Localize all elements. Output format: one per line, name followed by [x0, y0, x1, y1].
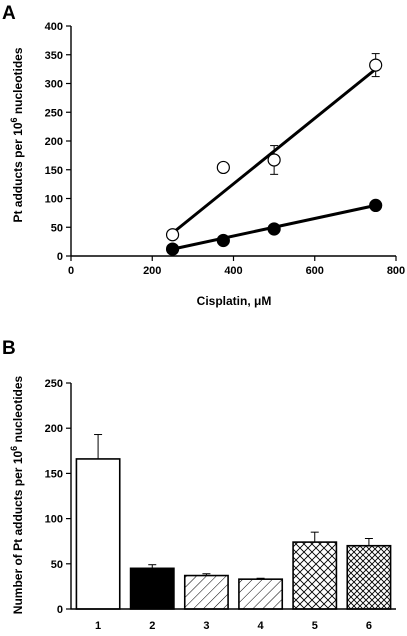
chart-b-bar — [75, 458, 121, 610]
chart-a-point-filled — [369, 198, 383, 212]
chart-a-y-tick-label: 0 — [57, 251, 63, 263]
chart-a-y-tick-label: 400 — [45, 21, 63, 33]
chart-b-y-axis-label: Number of Pt adducts per 106 nucleotides — [9, 375, 25, 614]
chart-a-point-open — [165, 228, 180, 242]
chart-a-point-filled — [216, 233, 230, 248]
panel-label-a: A — [2, 3, 16, 24]
chart-a-y-axis-label: Pt adducts per 106 nucleotides — [9, 47, 25, 222]
chart-a-x-tick-label: 0 — [68, 265, 74, 277]
chart-b-x-tick-label: 6 — [366, 620, 372, 632]
chart-b-y-tick-label: 250 — [45, 378, 63, 390]
chart-a-x-tick-label: 600 — [306, 265, 324, 277]
chart-b-x-tick-label: 4 — [258, 620, 265, 632]
chart-a-x-axis-label: Cisplatin, μM — [197, 294, 272, 308]
chart-a-y-tick-label: 50 — [51, 222, 63, 234]
chart-a-x-tick-label: 800 — [387, 265, 405, 277]
chart-a-point-filled — [267, 222, 281, 236]
chart-a: 0 50 100 150 200 250 300 350 400 0 200 400 600 800 — [45, 21, 406, 277]
chart-b-y-tick-label: 0 — [57, 604, 63, 616]
chart-b-x-tick-label: 5 — [312, 620, 318, 632]
chart-b-x-tick-label: 3 — [203, 620, 209, 632]
chart-a-y-tick-label: 200 — [45, 136, 63, 148]
panel-label-b: B — [2, 338, 16, 359]
chart-a-y-tick-label: 250 — [45, 107, 63, 119]
chart-b-y-tick-label: 50 — [51, 559, 63, 571]
chart-b-bar — [346, 544, 392, 610]
chart-b-bar — [238, 578, 284, 610]
chart-a-point-open — [267, 153, 281, 167]
chart-a-point-open — [369, 58, 383, 72]
chart-b-bar — [183, 574, 229, 610]
chart-a-y-tick-label: 300 — [45, 79, 63, 91]
chart-a-y-tick-label: 150 — [45, 165, 63, 177]
chart-b-x-tick-label: 1 — [95, 620, 101, 632]
chart-b-y-tick-label: 200 — [45, 423, 63, 435]
chart-b-y-tick-label: 100 — [45, 514, 63, 526]
chart-b-bar — [129, 567, 175, 610]
chart-b-y-tick-label: 150 — [45, 468, 63, 480]
chart-a-x-tick-label: 200 — [143, 265, 161, 277]
chart-a-x-tick-label: 400 — [224, 265, 242, 277]
chart-b-bar — [292, 541, 338, 610]
chart-a-y-tick-label: 350 — [45, 50, 63, 62]
chart-b-x-tick-label: 2 — [149, 620, 155, 632]
chart-a-point-filled — [165, 242, 180, 256]
chart-b: 0 50 100 150 200 250 1 2 3 4 5 6 — [45, 378, 396, 632]
chart-a-point-open — [216, 160, 230, 175]
chart-a-y-tick-label: 100 — [45, 194, 63, 206]
